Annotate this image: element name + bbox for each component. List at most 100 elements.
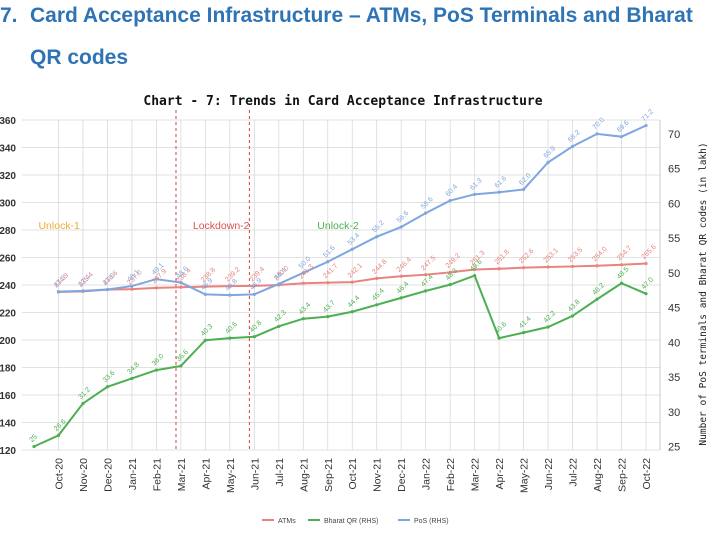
y-right-tick-label: 35 <box>668 372 680 384</box>
y-left-tick-label: 140 <box>0 419 16 430</box>
series-point <box>326 315 330 319</box>
series-point <box>105 287 110 292</box>
y-left-tick-label: 320 <box>0 171 16 182</box>
data-label: 61.6 <box>494 175 509 190</box>
data-label: 42.3 <box>273 309 288 324</box>
data-label: 58.6 <box>420 196 435 211</box>
data-label: 25 <box>28 433 39 444</box>
y-right-tick-label: 40 <box>668 337 680 349</box>
section-number: 7. <box>0 4 18 27</box>
data-label: 70.0 <box>592 117 607 132</box>
data-label: 51.6 <box>322 244 337 259</box>
series-lines <box>32 123 648 449</box>
series-point <box>203 285 207 289</box>
data-label: 60.4 <box>445 183 460 198</box>
legend-label: Bharat QR (RHS) <box>324 518 378 525</box>
data-label: 252.6 <box>518 248 535 265</box>
data-label: 53.4 <box>347 232 362 247</box>
x-tick-label: Jun-21 <box>249 458 261 490</box>
phase-annotations: Unlock-1 Lockdown-2 Unlock-2 <box>38 220 358 232</box>
data-label: 41.4 <box>518 315 533 330</box>
data-label: 46.4 <box>396 281 411 296</box>
series-point <box>522 330 526 335</box>
phase-annotation: Lockdown-2 <box>193 220 250 232</box>
series-point <box>595 132 599 136</box>
x-tick-label: Jun-22 <box>543 458 555 490</box>
series-point <box>252 292 256 296</box>
x-tick-label: Nov-20 <box>78 458 90 492</box>
series-point <box>228 293 232 297</box>
data-label: 253.5 <box>567 246 584 263</box>
series-point <box>424 289 428 293</box>
series-point <box>301 281 305 285</box>
y-right-tick-label: 25 <box>668 442 680 454</box>
series-point <box>277 324 281 328</box>
series-point <box>399 274 403 278</box>
series-point <box>81 401 85 406</box>
series-point <box>32 444 36 449</box>
series-point <box>522 266 526 270</box>
series-point <box>130 376 134 381</box>
heading-line-2: QR codes <box>30 46 129 69</box>
y-left-tick-label: 340 <box>0 144 16 155</box>
series-point <box>350 310 354 314</box>
series-point <box>595 264 599 268</box>
series-point <box>473 274 477 278</box>
data-label: 255.6 <box>640 244 657 261</box>
y-right-tick-label: 50 <box>668 268 680 280</box>
series-point <box>326 260 330 264</box>
legend-label: ATMs <box>278 518 296 525</box>
data-label: 69.6 <box>616 119 631 134</box>
x-tick-label: Aug-22 <box>592 458 604 492</box>
y-right-tick-label: 55 <box>668 233 680 245</box>
phase-annotation: Unlock-2 <box>317 220 359 232</box>
series-point <box>448 270 452 274</box>
series-point <box>56 433 61 438</box>
series-point <box>179 364 183 368</box>
series-point <box>130 287 134 291</box>
y-left-tick-label: 300 <box>0 199 16 210</box>
y-left-tick-label: 260 <box>0 254 16 265</box>
data-label: 34.8 <box>126 361 141 376</box>
data-label: 62.0 <box>518 172 533 187</box>
series-point <box>130 284 134 288</box>
series-point <box>546 325 550 329</box>
y-right-tick-label: 45 <box>668 303 680 315</box>
data-label: 36.6 <box>175 349 190 364</box>
x-tick-label: Apr-22 <box>494 458 506 490</box>
series-point <box>619 263 624 267</box>
series-point <box>497 336 501 340</box>
series-point <box>448 283 452 287</box>
data-label: 40.6 <box>494 321 509 336</box>
series-point <box>644 123 648 128</box>
series-point <box>570 264 575 269</box>
series-point <box>399 225 403 229</box>
series-point <box>448 198 452 203</box>
data-label: 254.0 <box>592 246 609 263</box>
series-point <box>154 286 158 290</box>
data-label: 246.4 <box>396 256 413 273</box>
series-point <box>375 303 379 307</box>
x-tick-label: Aug-21 <box>298 458 310 492</box>
x-tick-label: Sep-22 <box>617 458 629 492</box>
x-tick-label: Dec-20 <box>102 458 114 492</box>
data-label: 71.2 <box>640 108 655 123</box>
series-point <box>81 289 85 293</box>
series-point <box>619 135 624 139</box>
series-point <box>619 281 624 285</box>
series-point <box>350 280 354 284</box>
series-point <box>203 292 207 296</box>
series-point <box>228 336 232 340</box>
legend: ATMs Bharat QR (RHS) PoS (RHS) <box>262 518 449 525</box>
y-left-tick-label: 160 <box>0 391 16 402</box>
x-tick-label: Nov-21 <box>372 458 384 492</box>
series-point <box>252 284 256 288</box>
y-left-tick-label: 200 <box>0 336 16 347</box>
data-label: 40.3 <box>200 323 215 338</box>
series-point <box>546 265 550 269</box>
data-label: 48.5 <box>616 266 631 281</box>
data-label: 241.7 <box>322 263 339 280</box>
x-tick-label: Jan-22 <box>421 458 433 490</box>
y-left-tick-label: 120 <box>0 446 16 457</box>
x-tick-label: Mar-21 <box>176 458 188 491</box>
